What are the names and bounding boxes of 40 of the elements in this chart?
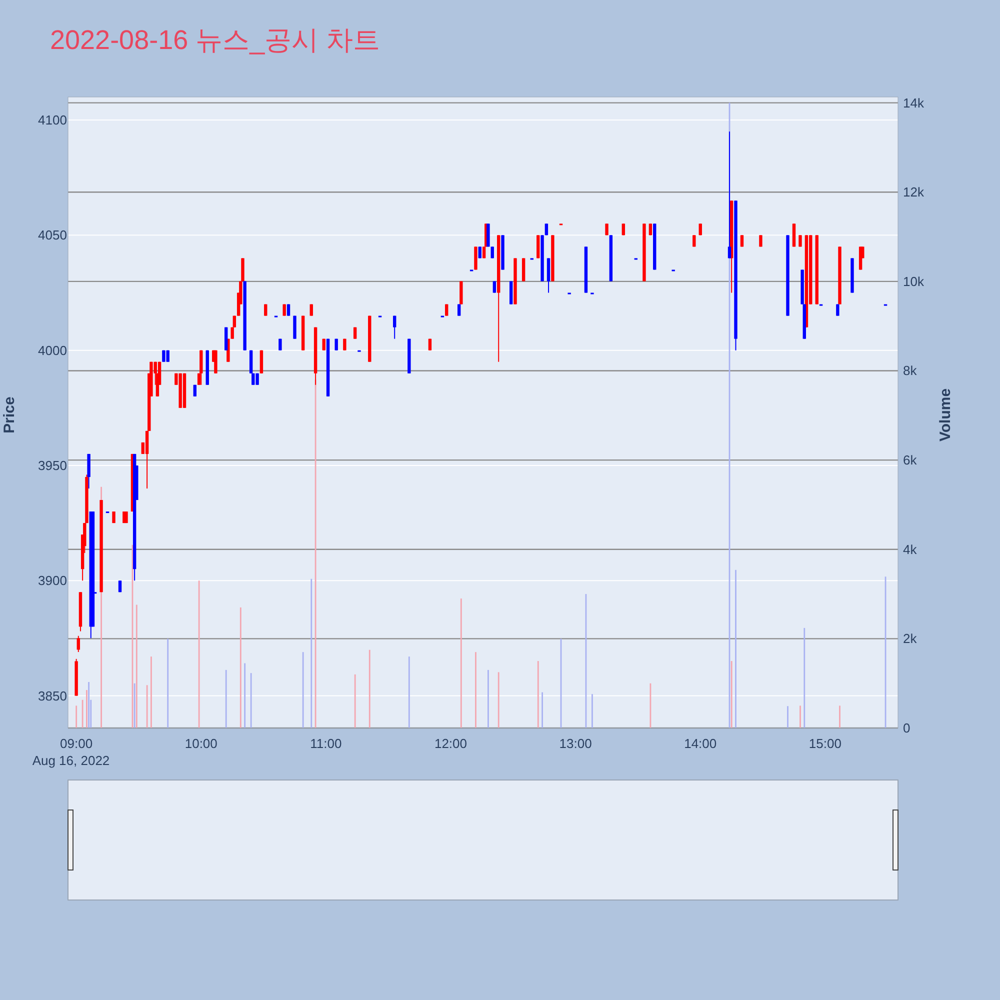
y2-tick-label: 10k bbox=[903, 274, 924, 289]
candlestick bbox=[509, 280, 513, 305]
x-tick-label: 15:00 bbox=[808, 736, 842, 751]
candlestick bbox=[536, 234, 540, 259]
candlestick bbox=[522, 258, 526, 282]
candlestick bbox=[200, 350, 203, 386]
x-tick-label: 14:00 bbox=[684, 736, 717, 751]
y-tick-label: 4100 bbox=[38, 112, 67, 128]
chart-title: 2022-08-16 뉴스_공시 차트 bbox=[50, 25, 380, 55]
y-tick-label: 3900 bbox=[38, 573, 67, 588]
y2-tick-label: 2k bbox=[903, 631, 918, 646]
candlestick bbox=[87, 453, 90, 489]
x-tick-label: 13:00 bbox=[559, 736, 592, 751]
x-tick-label: 11:00 bbox=[310, 736, 342, 751]
x-tick-label: 12:00 bbox=[434, 736, 468, 751]
x-tick-label: 10:00 bbox=[184, 736, 218, 751]
y-tick-label: 3950 bbox=[38, 458, 67, 473]
y-axis-title: Price bbox=[1, 396, 18, 434]
y2-tick-label: 12k bbox=[903, 184, 924, 200]
candlestick bbox=[260, 350, 264, 374]
candlestick bbox=[546, 258, 550, 294]
y2-tick-label: 14k bbox=[903, 95, 924, 110]
candlestick bbox=[486, 223, 490, 248]
y2-tick-label: 4k bbox=[903, 542, 918, 557]
x-tick-label: 09:00 Aug 16, 2022 bbox=[32, 736, 110, 768]
y2-tick-label: 8k bbox=[903, 363, 918, 378]
candlestick bbox=[728, 131, 732, 259]
candlestick bbox=[460, 280, 463, 305]
y2-tick-label: 6k bbox=[903, 452, 918, 468]
candlestick bbox=[224, 326, 228, 351]
y-tick-label: 4000 bbox=[38, 342, 67, 358]
candlestick bbox=[474, 246, 478, 270]
candlestick bbox=[392, 315, 396, 340]
y2-axis-title: Volume bbox=[937, 388, 954, 442]
y-tick-label: 4050 bbox=[38, 228, 67, 243]
candlestick bbox=[792, 223, 796, 248]
candlestick bbox=[76, 635, 80, 653]
candlestick bbox=[293, 315, 296, 340]
y-tick-label: 3850 bbox=[38, 688, 67, 704]
y2-tick-label: 0 bbox=[903, 720, 910, 736]
